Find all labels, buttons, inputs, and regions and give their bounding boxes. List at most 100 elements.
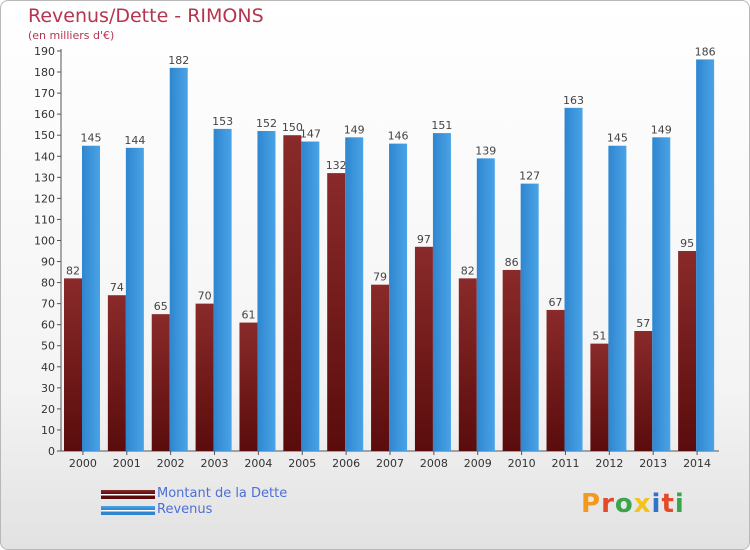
- x-tick-label: 2008: [420, 457, 448, 470]
- chart-subtitle: (en milliers d'€): [28, 29, 115, 42]
- revenus-bar: [125, 147, 144, 451]
- debt-bar: [327, 173, 346, 451]
- revenus-value-label: 147: [300, 128, 321, 141]
- x-tick-label: 2002: [157, 457, 185, 470]
- debt-value-label: 74: [110, 281, 124, 294]
- revenus-bar: [564, 107, 583, 451]
- debt-value-label: 51: [592, 330, 606, 343]
- debt-bar: [107, 295, 126, 451]
- y-tick-label: 160: [34, 108, 55, 121]
- debt-value-label: 82: [66, 264, 80, 277]
- debt-bar: [371, 284, 390, 451]
- chart-title: Revenus/Dette - RIMONS: [28, 5, 264, 27]
- y-tick-label: 180: [34, 66, 55, 79]
- x-tick-label: 2007: [376, 457, 404, 470]
- revenus-bar: [169, 67, 188, 451]
- revenus-value-label: 152: [256, 117, 277, 130]
- revenus-bar: [257, 131, 276, 451]
- revenus-value-label: 149: [651, 123, 672, 136]
- debt-bar: [283, 135, 302, 452]
- revenus-bar: [389, 143, 408, 451]
- revenus-bar: [82, 145, 100, 451]
- debt-bar: [458, 278, 477, 451]
- debt-bar: [502, 269, 521, 451]
- debt-value-label: 61: [241, 309, 255, 322]
- x-tick-label: 2012: [595, 457, 623, 470]
- y-tick-label: 80: [41, 277, 55, 290]
- y-tick-label: 40: [41, 361, 55, 374]
- debt-value-label: 97: [417, 233, 431, 246]
- debt-value-label: 57: [636, 317, 650, 330]
- debt-bar: [678, 251, 697, 451]
- y-tick-label: 100: [34, 234, 55, 247]
- x-tick-label: 2005: [288, 457, 316, 470]
- debt-value-label: 95: [680, 237, 694, 250]
- debt-bar: [634, 331, 653, 451]
- debt-value-label: 67: [549, 296, 563, 309]
- revenus-value-label: 145: [607, 132, 628, 145]
- y-tick-label: 130: [34, 171, 55, 184]
- y-tick-label: 20: [41, 403, 55, 416]
- revenus-bar: [432, 133, 451, 451]
- y-tick-label: 60: [41, 319, 55, 332]
- revenus-bar: [301, 141, 320, 452]
- y-tick-label: 190: [34, 45, 55, 58]
- debt-value-label: 79: [373, 271, 387, 284]
- x-tick-label: 2001: [113, 457, 141, 470]
- revenus-bar: [213, 128, 232, 451]
- debt-value-label: 150: [282, 121, 303, 134]
- proxiti-logo: Proxiti: [581, 489, 685, 519]
- y-tick-label: 150: [34, 129, 55, 142]
- revenus-bar: [608, 145, 627, 451]
- revenus-value-label: 146: [388, 130, 409, 143]
- x-tick-label: 2014: [683, 457, 711, 470]
- revenus-value-label: 163: [563, 94, 584, 107]
- debt-bar: [239, 322, 258, 451]
- debt-bar: [151, 314, 170, 451]
- revenus-bar: [476, 158, 495, 452]
- revenus-value-label: 127: [519, 170, 540, 183]
- revenus-bar: [696, 59, 715, 451]
- x-tick-label: 2003: [201, 457, 229, 470]
- revenus-value-label: 153: [212, 115, 233, 128]
- y-tick-label: 90: [41, 256, 55, 269]
- legend-label-revenus: Revenus: [157, 502, 213, 517]
- debt-value-label: 65: [154, 300, 168, 313]
- x-tick-label: 2011: [551, 457, 579, 470]
- x-tick-label: 2009: [464, 457, 492, 470]
- x-tick-label: 2000: [69, 457, 97, 470]
- legend-swatch-debt: [101, 490, 155, 499]
- revenus-bar: [652, 137, 671, 451]
- debt-bar: [195, 303, 214, 451]
- revenus-value-label: 145: [81, 132, 102, 145]
- debt-bar: [414, 246, 433, 451]
- revenus-value-label: 144: [124, 134, 145, 147]
- revenus-value-label: 151: [431, 119, 452, 132]
- legend-swatch-revenus: [101, 506, 155, 515]
- x-tick-label: 2004: [244, 457, 272, 470]
- y-tick-label: 120: [34, 192, 55, 205]
- x-tick-label: 2010: [508, 457, 536, 470]
- revenus-value-label: 139: [475, 144, 496, 157]
- x-tick-label: 2013: [639, 457, 667, 470]
- revenus-bar: [345, 137, 364, 451]
- y-tick-label: 140: [34, 150, 55, 163]
- revenus-value-label: 182: [168, 54, 189, 67]
- y-tick-label: 30: [41, 382, 55, 395]
- y-tick-label: 170: [34, 87, 55, 100]
- y-tick-label: 110: [34, 213, 55, 226]
- debt-value-label: 70: [198, 290, 212, 303]
- revenus-value-label: 149: [344, 123, 365, 136]
- debt-value-label: 132: [326, 159, 347, 172]
- revenus-value-label: 186: [695, 45, 716, 58]
- y-tick-label: 70: [41, 298, 55, 311]
- revenus-bar: [520, 183, 539, 451]
- debt-value-label: 82: [461, 264, 475, 277]
- y-tick-label: 0: [48, 445, 55, 458]
- debt-bar: [64, 278, 82, 451]
- debt-bar: [546, 309, 565, 451]
- y-tick-label: 50: [41, 340, 55, 353]
- legend-label-debt: Montant de la Dette: [157, 486, 288, 501]
